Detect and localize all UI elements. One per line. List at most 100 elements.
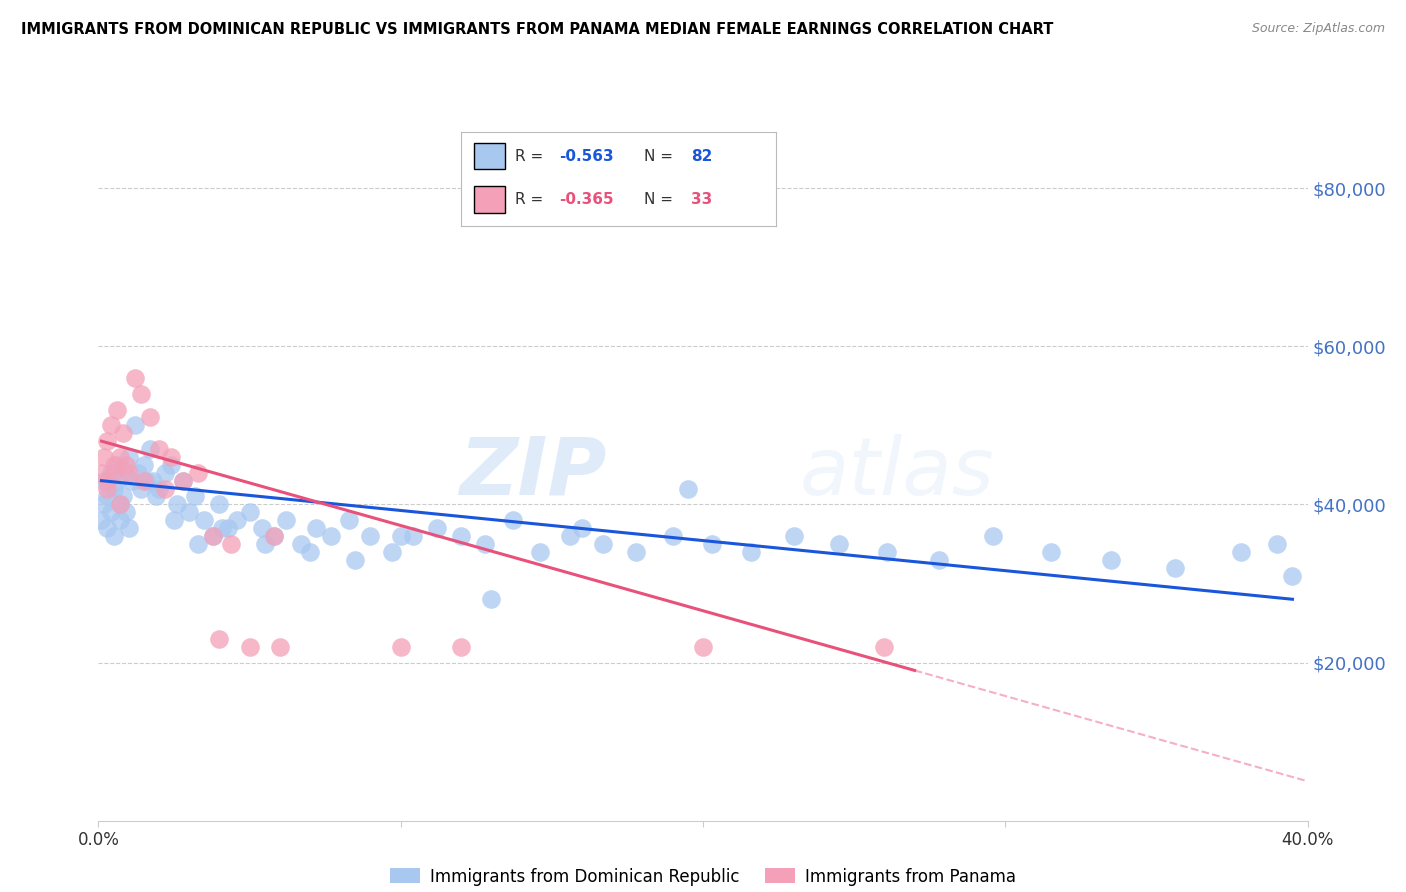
Point — [202, 529, 225, 543]
Point — [93, 474, 115, 488]
Point — [114, 505, 136, 519]
Point — [700, 537, 723, 551]
Point — [321, 529, 343, 543]
Point — [139, 410, 162, 425]
Point — [481, 592, 503, 607]
Point — [145, 490, 167, 504]
Point — [118, 521, 141, 535]
Point — [692, 640, 714, 654]
Point — [135, 474, 157, 488]
Point — [108, 497, 131, 511]
Point — [111, 466, 134, 480]
Point — [1163, 560, 1185, 574]
Point — [118, 450, 141, 464]
Point — [127, 466, 149, 480]
Point — [208, 632, 231, 646]
Point — [226, 513, 249, 527]
Point — [103, 529, 125, 543]
Point — [239, 640, 262, 654]
Point — [239, 505, 262, 519]
Point — [344, 552, 367, 567]
Point — [139, 442, 162, 456]
Point — [558, 529, 581, 543]
Point — [450, 529, 472, 543]
Point — [299, 545, 322, 559]
Legend: Immigrants from Dominican Republic, Immigrants from Panama: Immigrants from Dominican Republic, Immi… — [384, 861, 1022, 892]
Point — [337, 513, 360, 527]
Point — [305, 521, 328, 535]
Point — [981, 529, 1004, 543]
Point — [928, 552, 950, 567]
Point — [783, 529, 806, 543]
Text: Source: ZipAtlas.com: Source: ZipAtlas.com — [1251, 22, 1385, 36]
Text: atlas: atlas — [800, 434, 994, 512]
Point — [172, 474, 194, 488]
Point — [208, 497, 231, 511]
Point — [153, 482, 176, 496]
Point — [90, 513, 112, 527]
Point — [148, 442, 170, 456]
Point — [1230, 545, 1253, 559]
Point — [211, 521, 233, 535]
Point — [389, 640, 412, 654]
Point — [253, 537, 276, 551]
Point — [179, 505, 201, 519]
Point — [90, 466, 112, 480]
Point — [1039, 545, 1062, 559]
Point — [571, 521, 593, 535]
Point — [142, 474, 165, 488]
Point — [153, 466, 176, 480]
Text: ZIP: ZIP — [458, 434, 606, 512]
Point — [592, 537, 614, 551]
Point — [381, 545, 404, 559]
Point — [129, 386, 152, 401]
Point — [108, 497, 131, 511]
Point — [193, 513, 215, 527]
Point — [676, 482, 699, 496]
Point — [876, 545, 898, 559]
Point — [111, 426, 134, 441]
Point — [96, 521, 118, 535]
Point — [132, 458, 155, 472]
Point — [148, 482, 170, 496]
Point — [290, 537, 312, 551]
Point — [108, 513, 131, 527]
Point — [132, 474, 155, 488]
Point — [105, 402, 128, 417]
Point — [389, 529, 412, 543]
Point — [402, 529, 425, 543]
Point — [124, 418, 146, 433]
Point — [114, 458, 136, 472]
Point — [100, 466, 122, 480]
Point — [96, 434, 118, 449]
Point — [263, 529, 285, 543]
Point — [184, 490, 207, 504]
Point — [269, 640, 291, 654]
Point — [828, 537, 851, 551]
Point — [274, 513, 297, 527]
Point — [93, 497, 115, 511]
Point — [163, 513, 186, 527]
Point — [93, 450, 115, 464]
Point — [250, 521, 273, 535]
Point — [105, 458, 128, 472]
Point — [96, 482, 118, 496]
Point — [740, 545, 762, 559]
Point — [1267, 537, 1289, 551]
Point — [217, 521, 239, 535]
Point — [103, 466, 125, 480]
Point — [1281, 568, 1303, 582]
Point — [360, 529, 382, 543]
Point — [187, 466, 209, 480]
Point — [263, 529, 285, 543]
Point — [118, 466, 141, 480]
Point — [96, 490, 118, 504]
Point — [124, 371, 146, 385]
Point — [160, 458, 183, 472]
Point — [202, 529, 225, 543]
Text: IMMIGRANTS FROM DOMINICAN REPUBLIC VS IMMIGRANTS FROM PANAMA MEDIAN FEMALE EARNI: IMMIGRANTS FROM DOMINICAN REPUBLIC VS IM… — [21, 22, 1053, 37]
Point — [187, 537, 209, 551]
Point — [103, 482, 125, 496]
Point — [100, 418, 122, 433]
Point — [129, 482, 152, 496]
